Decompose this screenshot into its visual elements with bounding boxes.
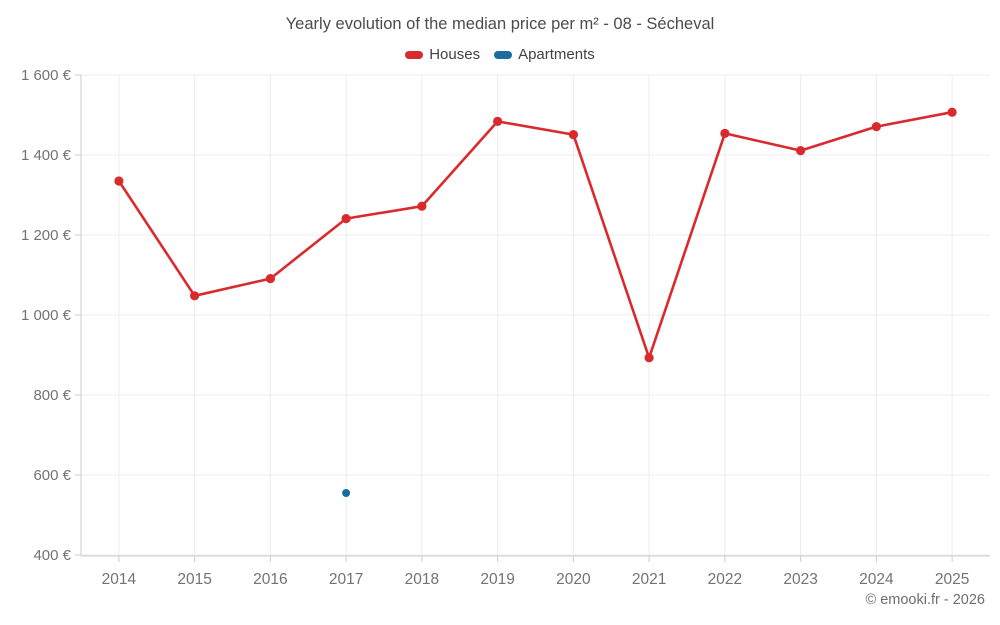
- y-axis-label: 1 600 €: [21, 67, 72, 84]
- y-axis-label: 1 400 €: [21, 147, 72, 164]
- apartments-legend-swatch-icon: [494, 50, 513, 59]
- data-point-houses-2025[interactable]: [947, 107, 957, 117]
- series-line-houses: [117, 110, 953, 360]
- y-axis-label: 600 €: [33, 467, 71, 484]
- copyright-link[interactable]: © emooki.fr - 2026: [865, 592, 985, 608]
- x-axis-label: 2019: [480, 571, 514, 588]
- x-axis-label: 2014: [102, 571, 137, 588]
- data-point-houses-2024[interactable]: [871, 122, 882, 132]
- x-axis-label: 2020: [556, 571, 591, 588]
- data-point-houses-2021[interactable]: [644, 353, 654, 363]
- y-axis-label: 1 000 €: [21, 307, 72, 324]
- data-point-houses-2022[interactable]: [720, 128, 730, 138]
- chart-title: Yearly evolution of the median price per…: [285, 15, 715, 33]
- chart-legend: Houses Apartments: [0, 46, 1000, 63]
- x-axis-label: 2022: [708, 571, 742, 588]
- data-point-houses-2020[interactable]: [568, 130, 579, 140]
- data-point-houses-2017[interactable]: [341, 214, 351, 224]
- x-axis-label: 2025: [935, 571, 969, 588]
- data-point-houses-2015[interactable]: [190, 291, 200, 301]
- houses-legend-swatch-icon: [405, 50, 424, 59]
- legend-label-houses: Houses: [429, 46, 481, 63]
- data-point-houses-2019[interactable]: [493, 116, 503, 126]
- data-point-houses-2016[interactable]: [265, 274, 275, 284]
- y-axis-label: 400 €: [33, 547, 71, 564]
- legend-label-apartments: Apartments: [518, 46, 595, 63]
- x-axis-label: 2023: [783, 571, 817, 588]
- x-axis-label: 2024: [859, 571, 894, 588]
- x-axis-label: 2017: [329, 571, 363, 588]
- x-axis-label: 2018: [405, 571, 439, 588]
- data-point-apartments-2017[interactable]: [342, 489, 351, 497]
- y-axis-label: 800 €: [33, 387, 71, 404]
- y-axis-label: 1 200 €: [21, 227, 72, 244]
- data-point-houses-2023[interactable]: [796, 146, 806, 156]
- x-axis-label: 2021: [632, 571, 666, 588]
- x-axis-label: 2015: [177, 571, 211, 588]
- legend-item-apartments[interactable]: Apartments: [494, 46, 595, 63]
- data-point-houses-2014[interactable]: [114, 176, 124, 186]
- legend-item-houses[interactable]: Houses: [405, 46, 480, 63]
- x-axis-label: 2016: [253, 571, 287, 588]
- data-point-houses-2018[interactable]: [417, 201, 427, 211]
